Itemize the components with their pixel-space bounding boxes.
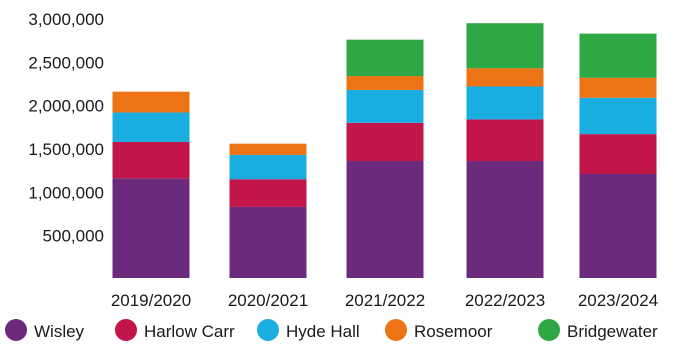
bar-segment-harlow-carr [346,122,424,161]
legend-swatch [385,319,407,341]
x-tick-label: 2021/2022 [345,291,425,310]
bar-segment-wisley [466,161,544,278]
legend-item: Harlow Carr [115,319,235,341]
legend-label: Hyde Hall [286,322,360,341]
x-tick-label: 2023/2024 [578,291,658,310]
x-tick-label: 2020/2021 [228,291,308,310]
legend-swatch [115,319,137,341]
y-tick-label: 2,000,000 [28,97,104,116]
legend-label: Harlow Carr [144,322,235,341]
legend-item: Hyde Hall [257,319,360,341]
y-tick-label: 500,000 [43,227,104,246]
bar-segment-rosemoor [466,68,544,87]
bar-segment-wisley [579,174,657,278]
legend-item: Rosemoor [385,319,493,341]
legend-swatch [538,319,560,341]
bar-segment-wisley [112,178,190,278]
legend-swatch [257,319,279,341]
bar-segment-harlow-carr [579,134,657,174]
bar-segment-rosemoor [112,91,190,113]
bar-segment-rosemoor [579,77,657,98]
bar-segment-bridgewater [466,23,544,69]
bar-segment-hyde-hall [579,97,657,135]
bar-segment-harlow-carr [466,119,544,161]
legend-label: Wisley [34,322,85,341]
y-tick-label: 1,000,000 [28,183,104,202]
legend-item: Bridgewater [538,319,658,341]
y-tick-label: 2,500,000 [28,53,104,72]
x-tick-label: 2019/2020 [111,291,191,310]
bar-segment-harlow-carr [112,141,190,179]
y-tick-label: 3,000,000 [28,10,104,29]
legend-label: Bridgewater [567,322,658,341]
bar-segment-bridgewater [579,33,657,78]
x-tick-label: 2022/2023 [465,291,545,310]
bar-segment-rosemoor [346,76,424,90]
y-tick-label: 1,500,000 [28,140,104,159]
bar-segment-hyde-hall [229,154,307,180]
bar-segment-rosemoor [229,143,307,155]
bar-segment-hyde-hall [346,89,424,123]
bar-segment-bridgewater [346,39,424,77]
bar-segment-wisley [346,161,424,278]
bar-segment-hyde-hall [112,112,190,142]
legend-label: Rosemoor [414,322,493,341]
bar-segment-harlow-carr [229,179,307,207]
legend-swatch [5,319,27,341]
bar-segment-wisley [229,206,307,278]
legend-item: Wisley [5,319,85,341]
bar-segment-hyde-hall [466,86,544,120]
